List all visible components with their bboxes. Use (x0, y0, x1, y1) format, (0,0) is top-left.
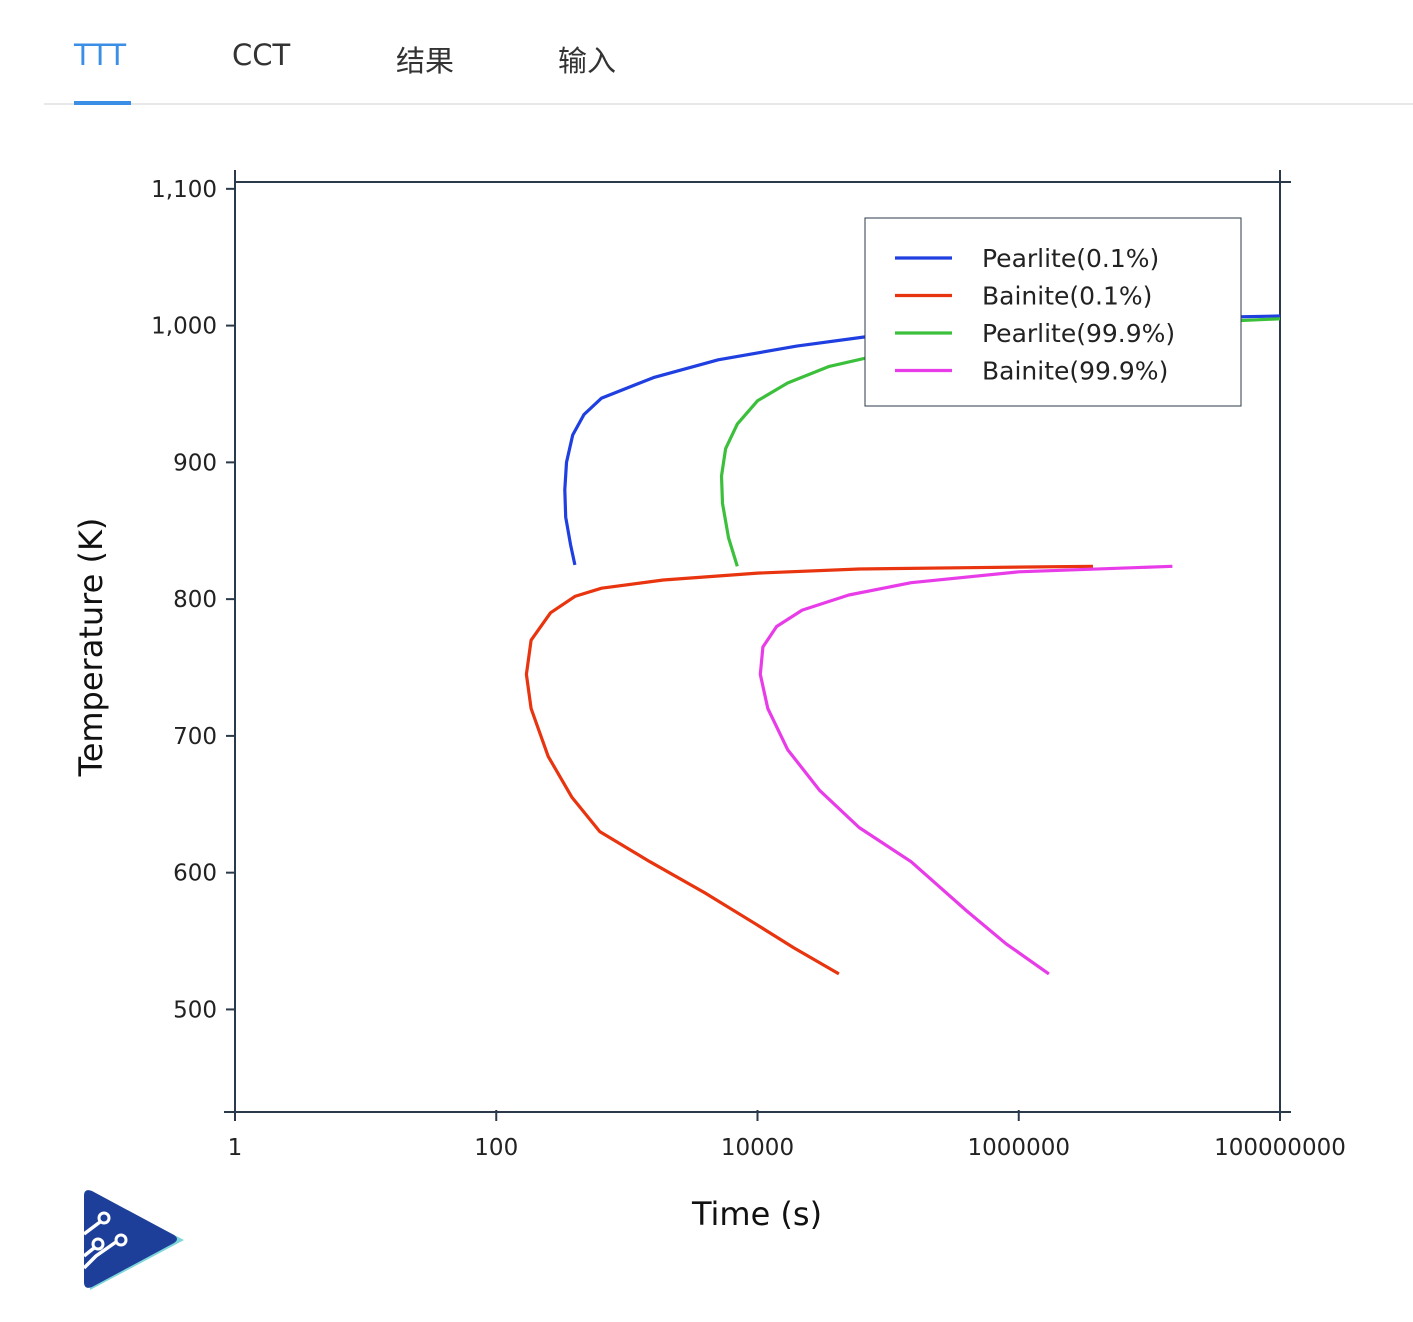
legend-label: Bainite(99.9%) (982, 357, 1168, 386)
logo-circuit-lines (82, 1220, 118, 1270)
series-line-1 (524, 564, 1094, 976)
legend: Pearlite(0.1%) Bainite(0.1%) Pearlite(99.9… (864, 217, 1242, 407)
y-tick-label: 500 (173, 997, 217, 1023)
y-tick-label: 900 (173, 450, 217, 476)
x-tick-label: 100 (474, 1135, 518, 1161)
legend-label: Bainite(0.1%) (982, 282, 1152, 311)
active-tab-indicator (74, 101, 131, 105)
x-tick-label: 100000000 (1214, 1135, 1346, 1161)
y-axis-label: Temperature (K) (72, 518, 110, 778)
ttt-chart: 1 100 10000 1000000 100000000 500 600 700 800 900… (72, 170, 1346, 1233)
tab-ttt[interactable]: TTT (74, 38, 127, 72)
legend-label: Pearlite(0.1%) (982, 244, 1159, 273)
y-tick-label: 700 (173, 724, 217, 750)
x-tick-label: 1 (228, 1135, 243, 1161)
x-tick-label: 10000 (721, 1135, 794, 1161)
y-tick-label: 600 (173, 861, 217, 887)
y-tick-label: 1,100 (151, 177, 217, 203)
series-line-3 (758, 564, 1173, 976)
x-tick-label: 1000000 (968, 1135, 1070, 1161)
ticks-layer: 1 100 10000 1000000 100000000 500 600 700 800 900… (151, 177, 1346, 1161)
x-axis-label: Time (s) (691, 1195, 822, 1233)
logo-circuit-nodes (91, 1211, 128, 1251)
tab-cct[interactable]: CCT (232, 38, 291, 72)
tab-input[interactable]: 输入 (558, 44, 617, 78)
y-tick-label: 800 (173, 587, 217, 613)
tab-bar: TTT CCT 结果 输入 (44, 0, 1413, 105)
legend-label: Pearlite(99.9%) (982, 319, 1175, 348)
tab-results[interactable]: 结果 (396, 44, 455, 78)
y-tick-label: 1,000 (151, 314, 217, 340)
series-layer (524, 314, 1281, 976)
legend-box (864, 217, 1242, 407)
circuit-play-logo (82, 1190, 184, 1290)
